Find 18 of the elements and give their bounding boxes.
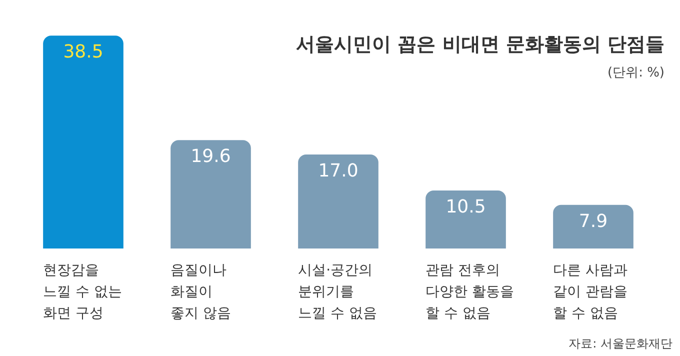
x-tick-label: 관람 전후의 다양한 활동을 할 수 없음: [426, 262, 514, 322]
data-label: 7.9: [578, 210, 608, 232]
text: (단위: %): [607, 66, 665, 80]
data-label: 19.6: [190, 146, 231, 168]
data-label: 10.5: [446, 196, 486, 218]
x-tick-label: 음질이나 화질이 좋지 않음: [170, 262, 232, 322]
bar: [426, 190, 506, 249]
bar: [170, 140, 251, 249]
text: 자료: 서울문화재단: [568, 336, 672, 350]
bar: [43, 36, 124, 249]
bar: [298, 154, 378, 249]
x-tick-label: 현장감을 느낄 수 없는 화면 구성: [43, 262, 122, 322]
x-tick-label: 다른 사람과 같이 관람을 할 수 없음: [553, 262, 628, 322]
x-tick-label: 시설·공간의 분위기를 느낄 수 없음: [298, 262, 377, 322]
chart-title: 서울시민이 꼽은 비대면 문화활동의 단점들: [296, 34, 665, 56]
data-label: 17.0: [318, 160, 358, 182]
bar: [553, 204, 634, 249]
data-label: 38.5: [63, 42, 104, 63]
